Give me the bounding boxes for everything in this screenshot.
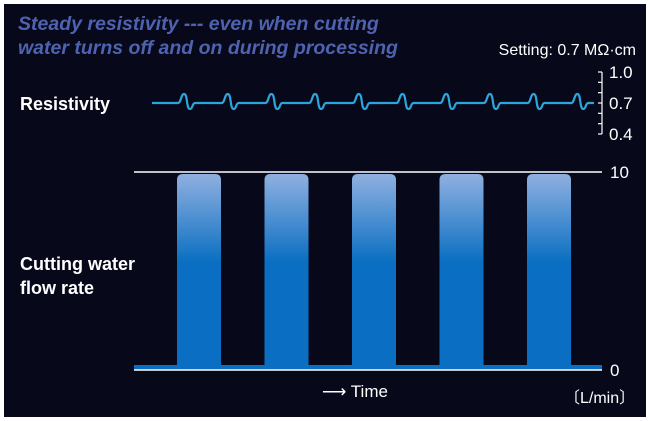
time-label: ⟶ Time bbox=[322, 382, 388, 402]
chart-panel: Steady resistivity --- even when cutting… bbox=[4, 4, 646, 417]
title-line-1: Steady resistivity --- even when cutting bbox=[18, 13, 379, 35]
flow-pulse bbox=[436, 174, 487, 370]
flow-rate-label-line-2: flow rate bbox=[20, 278, 95, 298]
resistivity-tick-label: 0.4 bbox=[609, 125, 633, 144]
flow-pulse bbox=[524, 174, 574, 370]
time-label-text: Time bbox=[350, 382, 388, 401]
title-line-2: water turns off and on during processing bbox=[18, 37, 398, 59]
chart-svg: 10 0 1.0 0.7 0.4 bbox=[134, 63, 633, 380]
flow-pulse bbox=[174, 174, 224, 370]
setting-label: Setting: 0.7 MΩ·cm bbox=[498, 42, 636, 59]
flow-pulse bbox=[349, 174, 399, 370]
flow-tick-label: 0 bbox=[610, 361, 619, 380]
resistivity-tick-label: 0.7 bbox=[609, 94, 633, 113]
chart-title: Steady resistivity --- even when cutting… bbox=[18, 12, 398, 60]
flow-rate-label-line-1: Cutting water bbox=[20, 254, 135, 274]
flow-rate-label: Cutting water flow rate bbox=[20, 252, 135, 300]
resistivity-label: Resistivity bbox=[20, 94, 111, 114]
resistivity-line bbox=[152, 92, 594, 111]
unit-label: 〔L/min〕 bbox=[564, 390, 636, 407]
resistivity-tick-label: 1.0 bbox=[609, 63, 633, 82]
flow-pulse bbox=[261, 174, 312, 370]
flow-tick-label: 10 bbox=[610, 163, 629, 182]
arrow-right-icon: ⟶ bbox=[322, 382, 347, 401]
